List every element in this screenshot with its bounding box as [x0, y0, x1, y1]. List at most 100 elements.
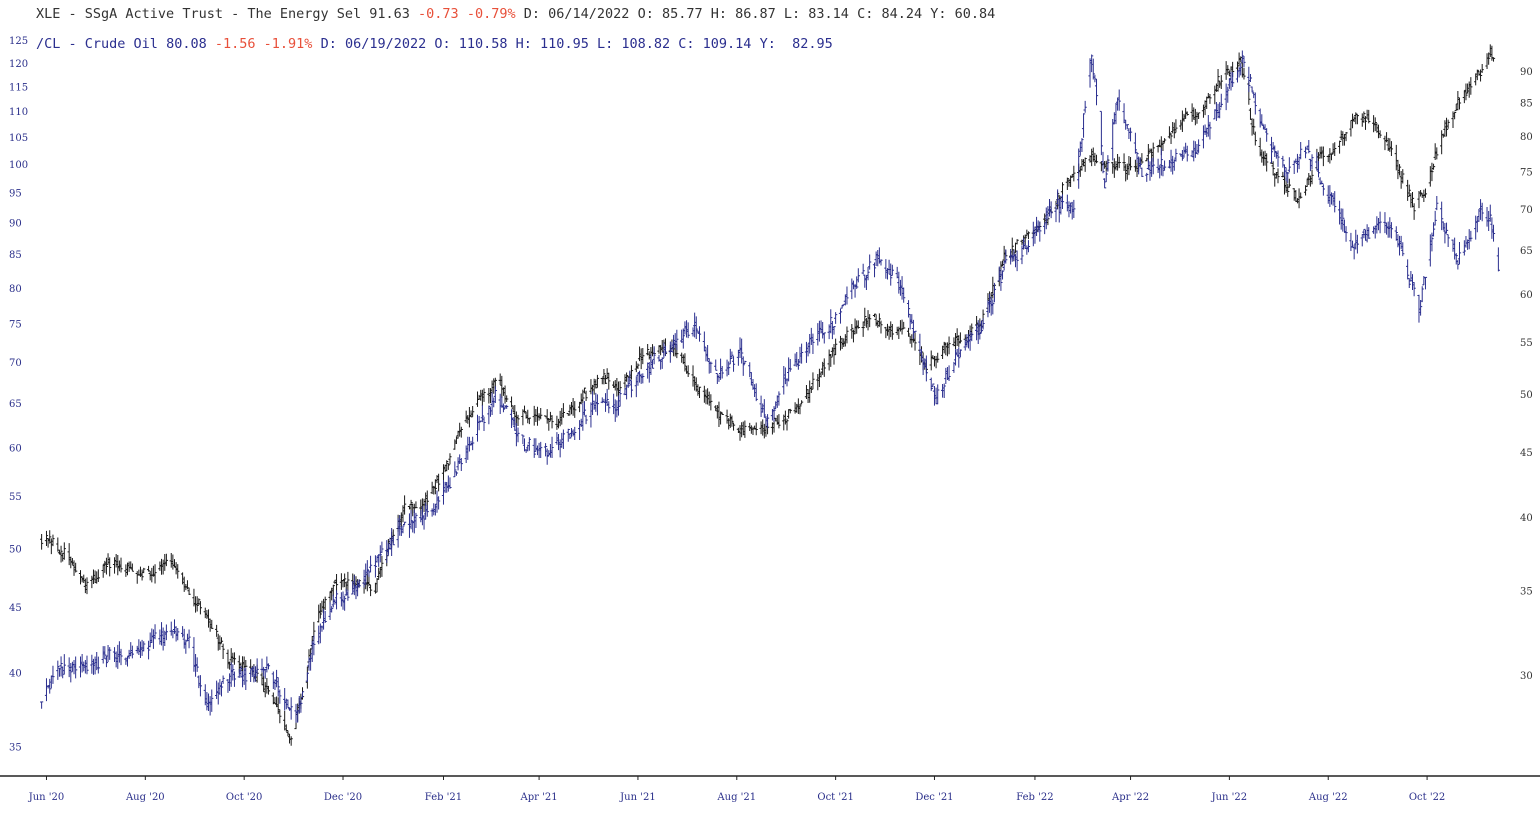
- left-tick-label: 105: [9, 133, 28, 144]
- legend-xle-open: O: 85.77: [638, 6, 703, 22]
- ohlc-bar: [877, 313, 881, 327]
- ohlc-bar: [1216, 69, 1220, 92]
- ohlc-bar: [1378, 211, 1382, 234]
- ohlc-bar: [584, 390, 588, 401]
- ohlc-bar: [1000, 270, 1005, 280]
- ohlc-bar: [798, 403, 802, 415]
- ohlc-bar: [1145, 172, 1149, 182]
- ohlc-bar: [1299, 141, 1303, 160]
- ohlc-bar: [40, 534, 44, 550]
- ohlc-bar: [958, 332, 962, 344]
- ohlc-bar: [1015, 239, 1019, 245]
- ohlc-bar: [1265, 153, 1269, 172]
- ohlc-bar: [346, 589, 350, 601]
- ohlc-bar: [1049, 201, 1053, 219]
- ohlc-bar: [765, 414, 770, 429]
- ohlc-bar: [119, 557, 123, 573]
- ohlc-bar: [401, 525, 405, 534]
- ohlc-bar: [872, 313, 877, 318]
- x-tick-label: Aug '22: [1308, 792, 1348, 803]
- legend-cl-y: Y: 82.95: [760, 36, 833, 52]
- ohlc-bar: [624, 372, 629, 382]
- ohlc-bar: [1303, 146, 1308, 159]
- left-tick-label: 115: [9, 82, 28, 93]
- ohlc-bar: [411, 520, 415, 533]
- ohlc-bar: [1104, 171, 1108, 183]
- ohlc-bar: [1333, 191, 1337, 213]
- ohlc-bar: [607, 372, 611, 390]
- ohlc-bar: [1456, 90, 1460, 111]
- ohlc-bar: [74, 656, 78, 679]
- ohlc-bar: [595, 394, 600, 416]
- ohlc-bar: [1265, 128, 1269, 142]
- ohlc-bar: [1094, 78, 1099, 106]
- right-tick-label: 85: [1520, 98, 1533, 109]
- ohlc-bar: [265, 656, 269, 673]
- ohlc-bar: [130, 645, 134, 659]
- ohlc-bar: [785, 418, 789, 431]
- ohlc-bar: [675, 329, 679, 351]
- ohlc-bar: [543, 443, 548, 457]
- ohlc-bar: [1431, 222, 1436, 237]
- ohlc-bar: [681, 328, 685, 349]
- legend: XLE - SSgA Active Trust - The Energy Sel…: [36, 6, 995, 52]
- ohlc-bar: [312, 635, 316, 656]
- ohlc-bar: [940, 384, 945, 398]
- ohlc-bar: [375, 578, 379, 593]
- ohlc-bar: [509, 396, 514, 408]
- ohlc-bar: [323, 610, 327, 623]
- ohlc-bar: [730, 351, 734, 359]
- ohlc-bar: [210, 689, 214, 712]
- ohlc-bar: [1457, 242, 1462, 265]
- ohlc-bar: [187, 587, 191, 595]
- ohlc-bar: [850, 324, 854, 339]
- ohlc-bar: [521, 434, 525, 444]
- ohlc-bar: [1253, 92, 1257, 115]
- left-tick-label: 85: [9, 250, 22, 261]
- ohlc-bar: [56, 660, 60, 680]
- ohlc-bar: [1430, 232, 1434, 252]
- ohlc-bar: [278, 689, 282, 704]
- ohlc-bar: [800, 343, 804, 364]
- x-tick-label: Jun '22: [1211, 792, 1248, 803]
- ohlc-bar: [879, 320, 883, 334]
- ohlc-bar: [1462, 240, 1466, 256]
- ohlc-bar: [762, 399, 766, 418]
- legend-xle-date: D: 06/14/2022: [524, 6, 630, 22]
- ohlc-bar: [947, 336, 951, 355]
- ohlc-bar: [1248, 107, 1253, 120]
- ohlc-bar: [448, 453, 452, 465]
- ohlc-bar: [1475, 69, 1479, 81]
- ohlc-bar: [1004, 249, 1008, 264]
- ohlc-bar: [1435, 195, 1439, 211]
- ohlc-bar: [1162, 160, 1167, 171]
- ohlc-bar: [488, 407, 493, 417]
- ohlc-bar: [108, 647, 112, 660]
- ohlc-bar: [1321, 146, 1325, 167]
- ohlc-bar: [1276, 150, 1280, 167]
- ohlc-bar: [902, 287, 906, 303]
- ohlc-bar: [286, 730, 290, 737]
- ohlc-bar: [320, 600, 324, 613]
- ohlc-bar: [453, 461, 457, 478]
- ohlc-bar: [636, 363, 640, 370]
- ohlc-bar: [377, 567, 381, 580]
- left-tick-label: 35: [9, 743, 22, 754]
- ohlc-bar: [720, 366, 724, 379]
- ohlc-bar: [1195, 143, 1199, 155]
- time-axis: Jun '20 Aug '20 Oct '20 Dec '20 Feb '21 Apr '…: [28, 776, 1445, 803]
- ohlc-bar: [505, 395, 509, 402]
- ohlc-bar: [289, 736, 293, 746]
- ohlc-bar: [1247, 66, 1251, 93]
- ohlc-bar: [999, 269, 1003, 291]
- ohlc-bar: [1496, 247, 1500, 272]
- ohlc-bar: [244, 667, 248, 691]
- ohlc-bar: [146, 565, 151, 572]
- ohlc-bar: [1106, 155, 1110, 172]
- ohlc-bar: [333, 579, 337, 584]
- ohlc-bar: [863, 274, 867, 288]
- ohlc-bar: [581, 389, 585, 403]
- legend-cl-change: -1.56: [215, 36, 256, 52]
- ohlc-bar: [244, 660, 248, 668]
- left-tick-label: 40: [9, 669, 22, 680]
